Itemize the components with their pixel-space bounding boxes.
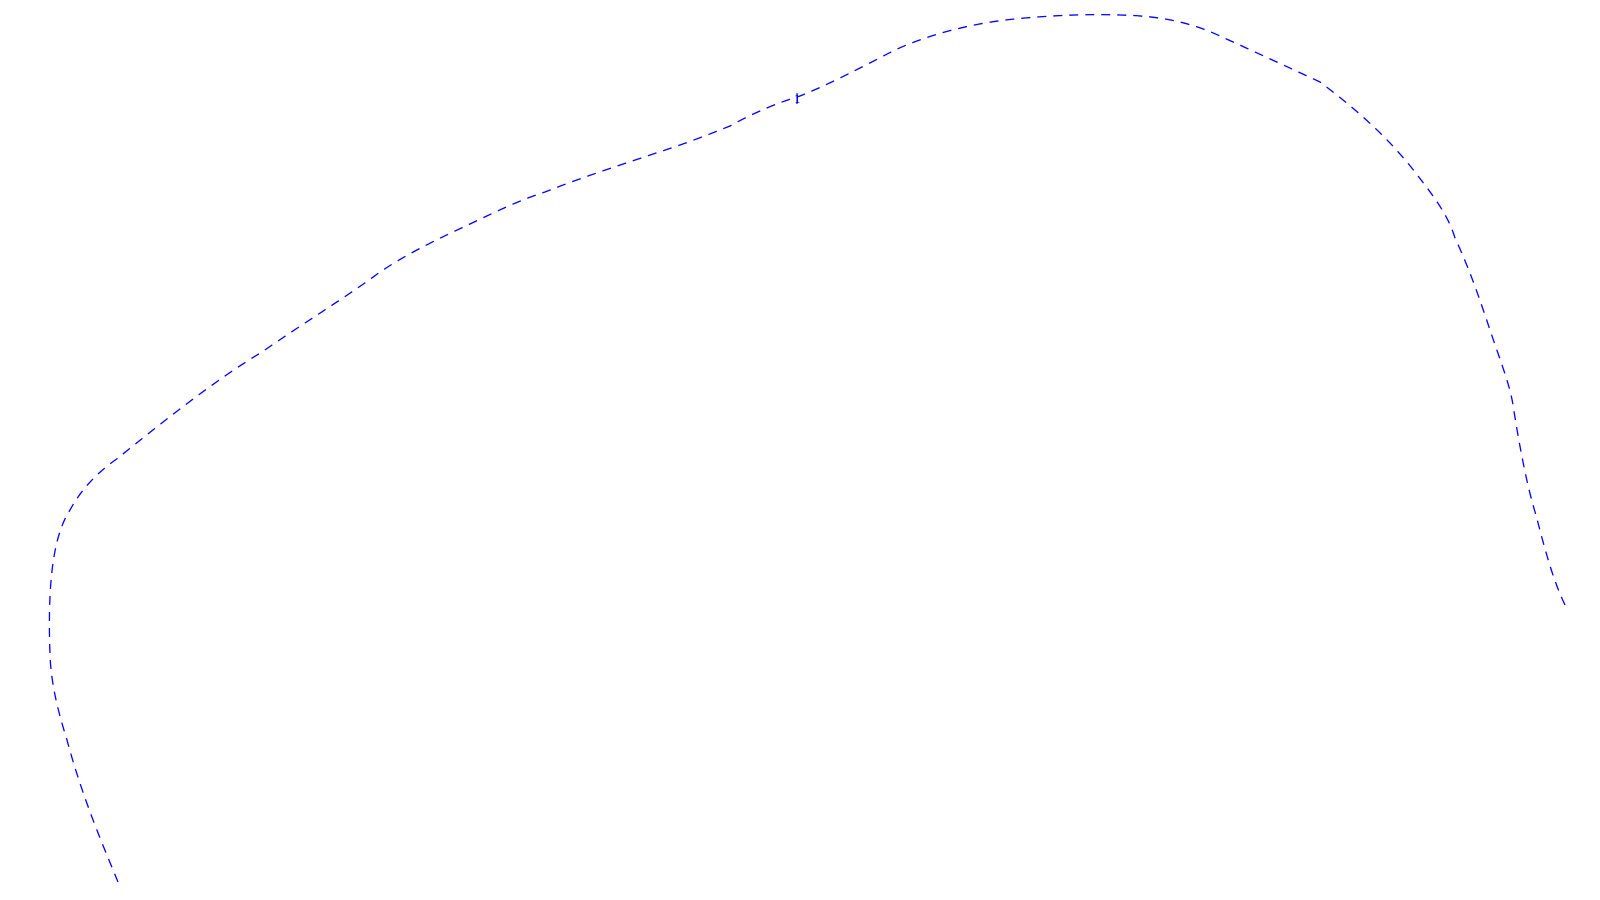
dashed-boundary-curve: [48, 13, 1566, 883]
marker-label: 1: [794, 93, 801, 106]
boundary-marker: 1: [794, 93, 801, 106]
